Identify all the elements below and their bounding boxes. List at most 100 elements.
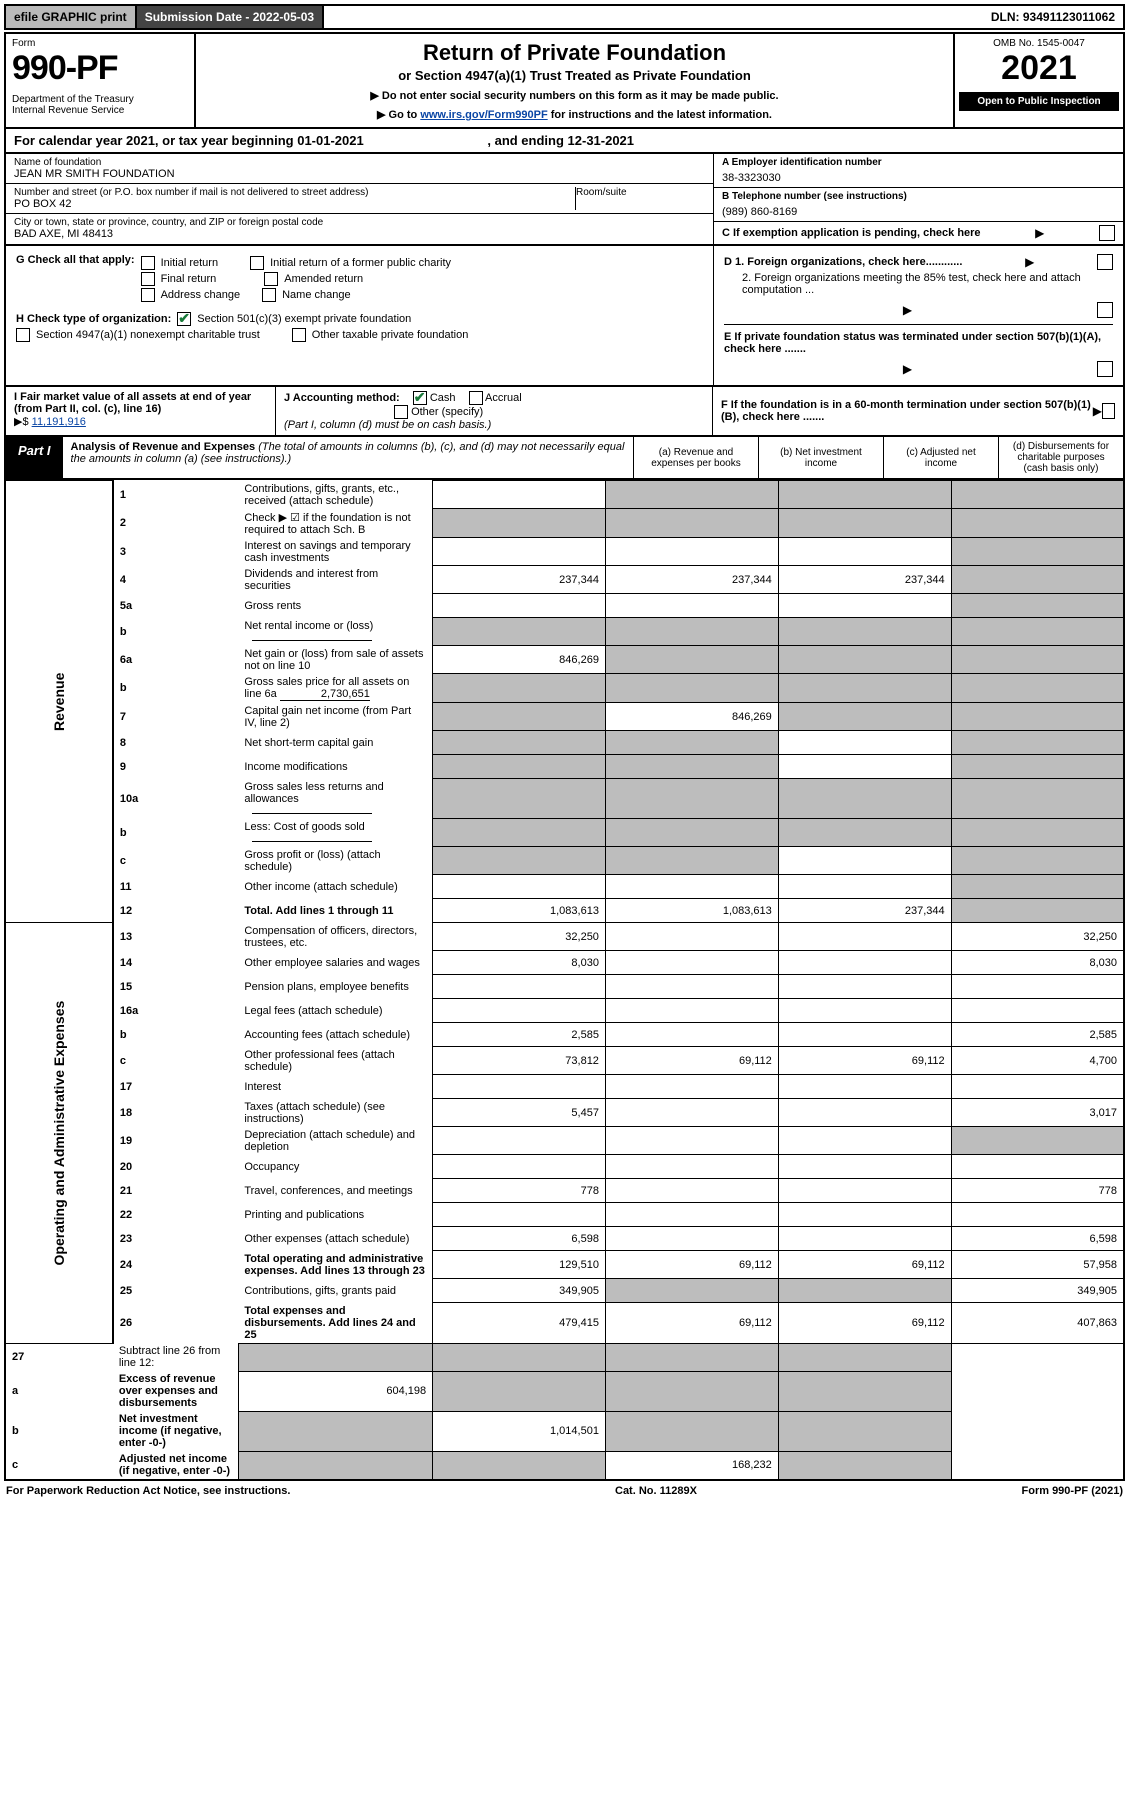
cell-value bbox=[433, 509, 606, 538]
g-opt-0: Initial return bbox=[161, 257, 218, 269]
amended-checkbox[interactable] bbox=[264, 272, 278, 286]
cell-value bbox=[605, 1179, 778, 1203]
name-change-checkbox[interactable] bbox=[262, 288, 276, 302]
cell-value bbox=[778, 1099, 951, 1127]
d2-checkbox[interactable] bbox=[1097, 302, 1113, 318]
cell-value: 778 bbox=[951, 1179, 1124, 1203]
line-desc: Accounting fees (attach schedule) bbox=[238, 1023, 432, 1047]
cell-value bbox=[605, 875, 778, 899]
g-opt-3: Amended return bbox=[284, 273, 363, 285]
cell-value bbox=[605, 755, 778, 779]
cell-value bbox=[433, 1127, 606, 1155]
g-opt-2: Final return bbox=[161, 273, 217, 285]
line-number: 17 bbox=[113, 1075, 238, 1099]
cell-value bbox=[951, 703, 1124, 731]
e-checkbox[interactable] bbox=[1097, 361, 1113, 377]
h-opt-1: Section 501(c)(3) exempt private foundat… bbox=[197, 313, 411, 325]
line-number: c bbox=[5, 1451, 113, 1480]
cell-value bbox=[605, 1227, 778, 1251]
table-row: cAdjusted net income (if negative, enter… bbox=[5, 1451, 1124, 1480]
entity-right: A Employer identification number 38-3323… bbox=[713, 154, 1123, 244]
cell-value: 4,700 bbox=[951, 1047, 1124, 1075]
fmv-row: I Fair market value of all assets at end… bbox=[4, 387, 1125, 437]
d1-checkbox[interactable] bbox=[1097, 254, 1113, 270]
line-number: b bbox=[113, 1023, 238, 1047]
cell-value bbox=[951, 819, 1124, 847]
table-row: aExcess of revenue over expenses and dis… bbox=[5, 1371, 1124, 1411]
irs-label: Internal Revenue Service bbox=[12, 105, 188, 116]
table-row: 16aLegal fees (attach schedule) bbox=[5, 999, 1124, 1023]
other-checkbox[interactable] bbox=[394, 405, 408, 419]
line-desc: Printing and publications bbox=[238, 1203, 432, 1227]
line-desc: Total operating and administrative expen… bbox=[238, 1251, 432, 1279]
cell-value bbox=[605, 594, 778, 618]
part1-title: Analysis of Revenue and Expenses bbox=[71, 441, 256, 453]
initial-former-checkbox[interactable] bbox=[250, 256, 264, 270]
side-label: Operating and Administrative Expenses bbox=[5, 923, 113, 1344]
address-change-checkbox[interactable] bbox=[141, 288, 155, 302]
line-desc: Legal fees (attach schedule) bbox=[238, 999, 432, 1023]
cell-value bbox=[778, 779, 951, 819]
table-row: Revenue1Contributions, gifts, grants, et… bbox=[5, 481, 1124, 509]
h-opt-3: Other taxable private foundation bbox=[312, 329, 469, 341]
exemption-checkbox[interactable] bbox=[1099, 225, 1115, 241]
cell-value bbox=[238, 1343, 432, 1371]
cell-value bbox=[433, 1075, 606, 1099]
4947-checkbox[interactable] bbox=[16, 328, 30, 342]
form-number: 990-PF bbox=[12, 49, 188, 88]
check-right: D 1. Foreign organizations, check here..… bbox=[713, 246, 1123, 385]
line-desc: Gross sales price for all assets on line… bbox=[238, 674, 432, 703]
other-taxable-checkbox[interactable] bbox=[292, 328, 306, 342]
line-desc: Total. Add lines 1 through 11 bbox=[238, 899, 432, 923]
line-number: 11 bbox=[113, 875, 238, 899]
cell-value bbox=[605, 923, 778, 951]
line-number: c bbox=[113, 1047, 238, 1075]
cell-value bbox=[951, 646, 1124, 674]
cell-value bbox=[778, 951, 951, 975]
cell-value: 69,112 bbox=[778, 1251, 951, 1279]
dln-label: DLN: 93491123011062 bbox=[983, 6, 1123, 28]
fmv-value[interactable]: 11,191,916 bbox=[32, 416, 86, 428]
cell-value bbox=[605, 819, 778, 847]
form-title: Return of Private Foundation bbox=[202, 40, 947, 66]
table-row: 24Total operating and administrative exp… bbox=[5, 1251, 1124, 1279]
j-cash: Cash bbox=[430, 392, 456, 404]
ein-value: 38-3323030 bbox=[722, 172, 1115, 184]
j-other: Other (specify) bbox=[411, 406, 483, 418]
street-value: PO BOX 42 bbox=[14, 198, 575, 210]
line-number: 13 bbox=[113, 923, 238, 951]
line-desc: Subtract line 26 from line 12: bbox=[113, 1343, 238, 1371]
f-checkbox[interactable] bbox=[1102, 403, 1115, 419]
line-desc: Occupancy bbox=[238, 1155, 432, 1179]
j-note: (Part I, column (d) must be on cash basi… bbox=[284, 419, 491, 431]
cell-value: 349,905 bbox=[951, 1279, 1124, 1303]
line-number: 9 bbox=[113, 755, 238, 779]
cell-value bbox=[778, 1411, 951, 1451]
cash-checkbox[interactable] bbox=[413, 391, 427, 405]
irs-link[interactable]: www.irs.gov/Form990PF bbox=[420, 109, 547, 121]
cell-value bbox=[433, 594, 606, 618]
cell-value bbox=[605, 999, 778, 1023]
foundation-name: JEAN MR SMITH FOUNDATION bbox=[14, 168, 705, 180]
cell-value bbox=[951, 481, 1124, 509]
initial-return-checkbox[interactable] bbox=[141, 256, 155, 270]
501c3-checkbox[interactable] bbox=[177, 312, 191, 326]
h-opt-2: Section 4947(a)(1) nonexempt charitable … bbox=[36, 329, 260, 341]
table-row: 15Pension plans, employee benefits bbox=[5, 975, 1124, 999]
room-cell: Room/suite bbox=[575, 187, 705, 210]
cell-value bbox=[605, 1127, 778, 1155]
cell-value bbox=[605, 847, 778, 875]
form-word: Form bbox=[12, 38, 188, 49]
cell-value bbox=[605, 1023, 778, 1047]
line-desc: Other income (attach schedule) bbox=[238, 875, 432, 899]
cell-value bbox=[778, 875, 951, 899]
efile-label[interactable]: efile GRAPHIC print bbox=[6, 6, 137, 28]
street-label: Number and street (or P.O. box number if… bbox=[14, 187, 575, 198]
cell-value: 57,958 bbox=[951, 1251, 1124, 1279]
cell-value bbox=[605, 1155, 778, 1179]
cell-value bbox=[951, 1075, 1124, 1099]
final-return-checkbox[interactable] bbox=[141, 272, 155, 286]
cell-value bbox=[433, 731, 606, 755]
accrual-checkbox[interactable] bbox=[469, 391, 483, 405]
calendar-year-line: For calendar year 2021, or tax year begi… bbox=[4, 129, 1125, 154]
